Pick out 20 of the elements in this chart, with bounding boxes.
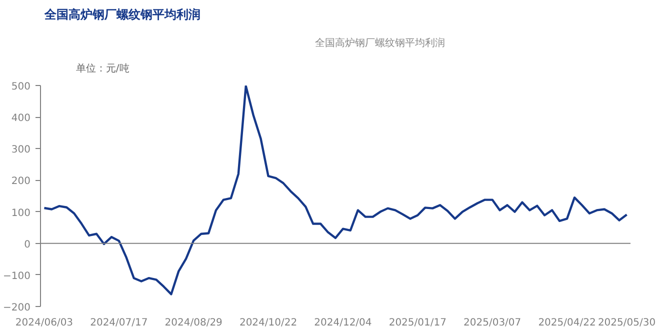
x-tick-label: 2024/08/29 (164, 318, 222, 328)
y-tick-label: −200 (3, 302, 31, 314)
y-tick-label: 100 (11, 208, 31, 219)
y-tick-label: 200 (11, 176, 31, 188)
x-tick-label: 2025/03/07 (464, 318, 522, 328)
x-tick-label: 2024/10/22 (239, 318, 298, 328)
x-tick-label: 2025/05/30 (598, 318, 656, 328)
x-tick-label: 2025/04/22 (538, 318, 596, 328)
x-tick-label: 2024/06/03 (15, 318, 74, 328)
x-tick-label: 2024/12/04 (314, 318, 372, 328)
y-axis-title: 单位：元/吨 (76, 62, 130, 75)
chart-title: 全国高炉钢厂螺纹钢平均利润 (44, 8, 200, 22)
x-tick-label: 2025/01/17 (388, 318, 446, 328)
y-tick-label: 300 (11, 144, 31, 156)
y-tick-label: 400 (11, 113, 31, 124)
y-tick-label: 500 (11, 82, 31, 92)
y-tick-label: −100 (3, 270, 31, 282)
x-tick-label: 2024/07/17 (90, 318, 148, 328)
y-tick-label: 0 (24, 239, 31, 250)
text: 全国高炉钢厂螺纹钢平均利润 (315, 36, 445, 50)
